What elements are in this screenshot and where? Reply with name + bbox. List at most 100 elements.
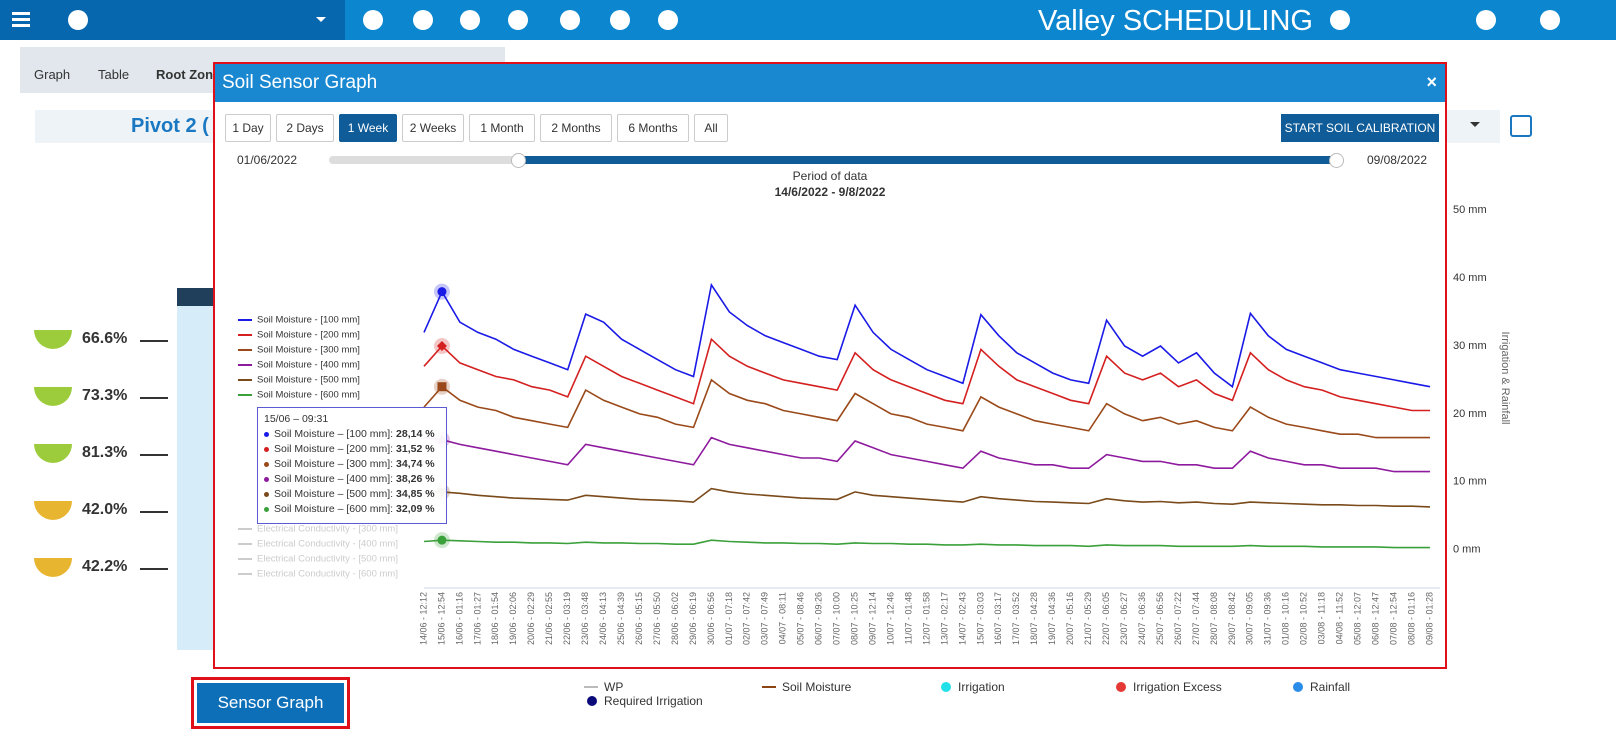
tooltip-value: 31,52 % — [396, 443, 435, 455]
x-tick-label: 23/07 - 06:27 — [1119, 592, 1129, 645]
x-tick-label: 18/06 - 01:54 — [490, 592, 500, 645]
legend-label: WP — [604, 680, 624, 694]
y2-tick-label: 10 mm — [1453, 476, 1487, 488]
tab[interactable]: Graph — [34, 67, 71, 82]
x-tick-label: 11/07 - 01:48 — [903, 592, 913, 644]
x-tick-label: 21/07 - 05:29 — [1083, 592, 1093, 645]
tooltip-row: Soil Moisture – [400 mm]: 38,26 % — [264, 473, 440, 488]
top-bar: Valley SCHEDULING — [0, 0, 1616, 40]
x-tick-label: 14/07 - 02:43 — [957, 592, 967, 645]
x-tick-label: 24/06 - 04:13 — [598, 592, 608, 645]
x-tick-label: 16/07 - 03:17 — [993, 592, 1003, 645]
tab[interactable]: Table — [98, 67, 130, 82]
modal: Soil Sensor Graph × 1 Day 2 Days 1 Week 2 W… — [213, 62, 1447, 669]
menu-icon[interactable] — [12, 12, 30, 15]
legend-label: Required Irrigation — [604, 694, 703, 708]
x-tick-label: 02/07 - 07:42 — [742, 592, 752, 645]
tab[interactable]: Root Zone — [156, 67, 221, 82]
modal-header: Soil Sensor Graph × — [215, 64, 1445, 102]
dropdown-caret[interactable] — [316, 17, 326, 27]
x-tick-label: 30/07 - 09:05 — [1245, 592, 1255, 645]
x-tick-label: 05/07 - 08:46 — [796, 592, 806, 645]
tooltip-value: 28,14 % — [396, 428, 435, 440]
calibration-button[interactable]: START SOIL CALIBRATION — [1281, 114, 1439, 142]
y2-tick-label: 20 mm — [1453, 408, 1487, 420]
level-icon — [34, 387, 72, 406]
farm-icon[interactable] — [68, 10, 88, 30]
x-tick-label: 09/07 - 12:14 — [867, 592, 877, 645]
range-button[interactable]: 1 Month — [469, 114, 535, 142]
range-button[interactable]: 2 Months — [540, 114, 612, 142]
x-tick-label: 26/07 - 07:22 — [1173, 592, 1183, 645]
x-tick-label: 09/08 - 01:28 — [1424, 592, 1434, 645]
x-tick-label: 04/08 - 11:52 — [1335, 592, 1345, 644]
x-tick-label: 27/06 - 05:50 — [652, 592, 662, 645]
pivot-title: Pivot 2 ( — [131, 115, 209, 137]
tooltip-dot — [264, 446, 269, 452]
slider-handle[interactable] — [1329, 153, 1344, 168]
tool-icon[interactable] — [560, 10, 580, 30]
legend-label: Soil Moisture - [400 mm] — [257, 360, 360, 371]
x-tick-label: 22/06 - 03:19 — [562, 592, 572, 645]
y2-axis-title: Irrigation & Rainfall — [1499, 332, 1511, 425]
tooltip-value: 32,09 % — [396, 503, 435, 515]
tooltip: 15/06 – 09:31 Soil Moisture – [100 mm]: 2… — [257, 407, 447, 524]
range-button[interactable]: 2 Weeks — [402, 114, 464, 142]
x-tick-label: 20/07 - 05:16 — [1065, 592, 1075, 645]
x-tick-label: 16/06 - 01:16 — [454, 592, 464, 645]
range-button[interactable]: All — [694, 114, 728, 142]
tooltip-dot — [264, 506, 269, 512]
level-line — [140, 340, 168, 342]
x-tick-label: 13/07 - 02:17 — [939, 592, 949, 645]
range-button[interactable]: 1 Week — [339, 114, 397, 142]
settings-icon[interactable] — [1476, 10, 1496, 30]
edit-icon[interactable] — [1510, 115, 1532, 137]
legend-label: Soil Moisture - [100 mm] — [257, 315, 360, 326]
tool-icon[interactable] — [508, 10, 528, 30]
x-tick-label: 21/06 - 02:55 — [544, 592, 554, 645]
x-tick-label: 20/06 - 02:29 — [526, 592, 536, 645]
level-line — [140, 454, 168, 456]
legend-label: Electrical Conductivity - [300 mm] — [257, 524, 398, 535]
tool-icon[interactable] — [460, 10, 480, 30]
x-tick-label: 01/07 - 07:18 — [724, 592, 734, 645]
level-line — [140, 397, 168, 399]
x-tick-label: 19/06 - 02:06 — [508, 592, 518, 645]
tooltip-row: Soil Moisture – [200 mm]: 31,52 % — [264, 443, 440, 458]
sensor-graph-button[interactable]: Sensor Graph — [191, 677, 350, 729]
legend-swatch — [1293, 682, 1303, 692]
x-tick-label: 26/06 - 05:15 — [634, 592, 644, 645]
tooltip-value: 38,26 % — [396, 473, 435, 485]
legend-label: Irrigation Excess — [1133, 680, 1222, 694]
tool-icon[interactable] — [610, 10, 630, 30]
level-line — [140, 511, 168, 513]
x-tick-label: 28/06 - 06:02 — [670, 592, 680, 645]
tool-icon[interactable] — [363, 10, 383, 30]
range-button[interactable]: 1 Day — [225, 114, 271, 142]
tooltip-label: Soil Moisture – [200 mm]: — [274, 443, 394, 455]
dropdown-caret[interactable] — [1470, 122, 1480, 132]
tooltip-dot — [264, 461, 269, 467]
x-tick-label: 03/08 - 11:18 — [1317, 592, 1327, 644]
x-tick-label: 23/06 - 03:48 — [580, 592, 590, 645]
hover-marker — [437, 535, 447, 545]
close-button[interactable]: × — [1426, 72, 1437, 92]
x-tick-label: 02/08 - 10:52 — [1299, 592, 1309, 645]
tool-icon[interactable] — [658, 10, 678, 30]
slider-handle[interactable] — [511, 153, 526, 168]
tooltip-row: Soil Moisture – [300 mm]: 34,74 % — [264, 458, 440, 473]
range-button[interactable]: 2 Days — [276, 114, 334, 142]
user-icon[interactable] — [1330, 10, 1350, 30]
logout-icon[interactable] — [1540, 10, 1560, 30]
level-line — [140, 568, 168, 570]
top-bar-left — [0, 0, 345, 40]
x-tick-label: 31/07 - 09:36 — [1263, 592, 1273, 645]
root-zone-panel — [177, 288, 217, 650]
tool-icon[interactable] — [413, 10, 433, 30]
tooltip-dot — [264, 476, 269, 482]
legend-label: Soil Moisture - [600 mm] — [257, 390, 360, 401]
range-button[interactable]: 6 Months — [617, 114, 689, 142]
legend-label: Irrigation — [958, 680, 1005, 694]
level-icon — [34, 330, 72, 349]
legend-label: Soil Moisture — [782, 680, 852, 694]
